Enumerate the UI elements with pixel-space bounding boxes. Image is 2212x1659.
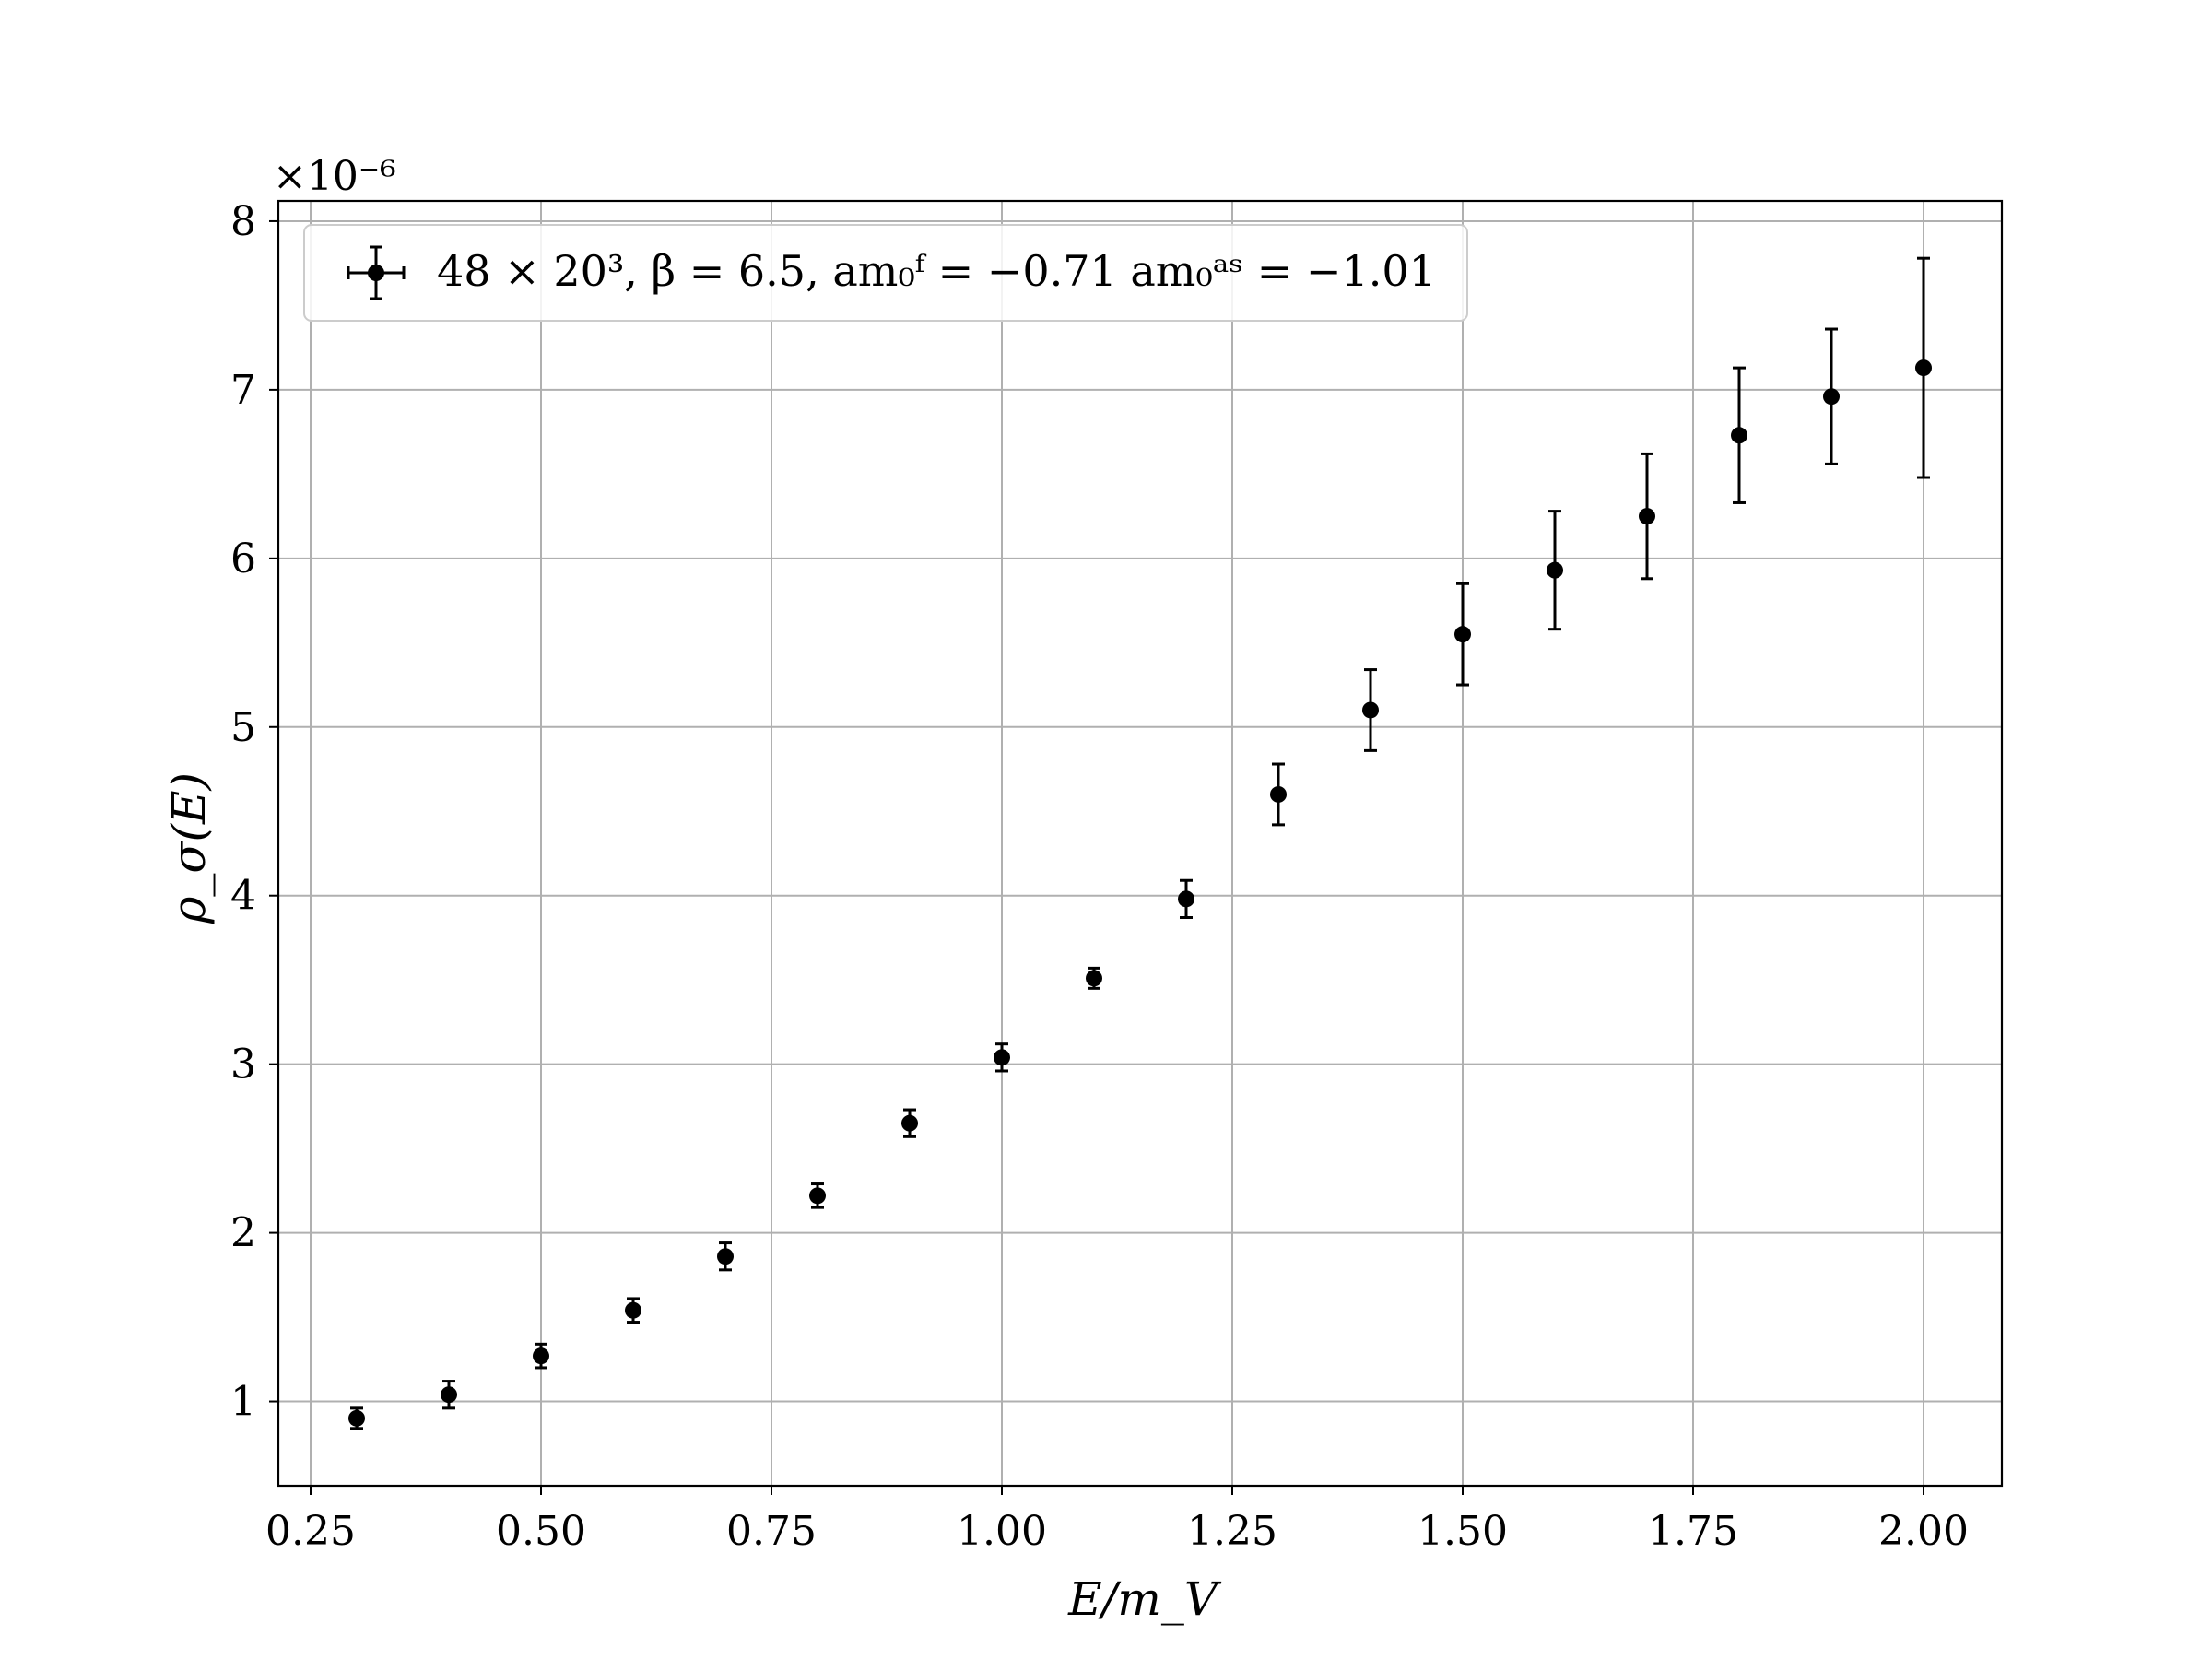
data-point — [1823, 327, 1840, 465]
point-marker — [1547, 561, 1563, 579]
point-marker — [1362, 701, 1379, 719]
point-marker — [1639, 508, 1655, 525]
point-marker — [809, 1187, 826, 1205]
point-marker — [901, 1114, 918, 1132]
data-point — [1915, 256, 1932, 479]
legend: 48 × 20³, β = 6.5, am₀ᶠ = −0.71 am₀ᵃˢ = … — [303, 224, 1468, 322]
y-tick-label: 3 — [230, 1041, 256, 1088]
y-tick-label: 7 — [230, 367, 256, 414]
y-tick-label: 8 — [230, 198, 256, 245]
axis-ticks: 0.25 0.50 0.75 1.00 1.25 1.50 1.75 2.00 1 2 3 4 5 6 7 8 — [230, 198, 1969, 1555]
x-tick-label: 1.75 — [1648, 1508, 1738, 1555]
x-tick-label: 0.25 — [265, 1508, 356, 1555]
point-marker — [1915, 359, 1932, 377]
y-axis-label: ρ_σ(E) — [162, 772, 216, 924]
plot-frame — [276, 199, 2004, 1488]
point-marker — [441, 1386, 457, 1404]
y-offset-label: ×10⁻⁶ — [273, 153, 396, 200]
x-tick-label: 0.75 — [726, 1508, 817, 1555]
x-tick-label: 1.50 — [1418, 1508, 1508, 1555]
data-point — [441, 1380, 457, 1410]
data-point — [1547, 510, 1563, 631]
data-point — [1362, 668, 1379, 752]
legend-entry-label: 48 × 20³, β = 6.5, am₀ᶠ = −0.71 am₀ᵃˢ = … — [437, 246, 1436, 296]
legend-marker-dot — [368, 265, 384, 281]
point-marker — [1823, 388, 1840, 406]
data-point — [809, 1182, 826, 1209]
x-tick-label: 0.50 — [496, 1508, 586, 1555]
y-tick-label: 2 — [230, 1210, 256, 1257]
data-point — [1731, 366, 1747, 504]
x-tick-label: 2.00 — [1878, 1508, 1969, 1555]
legend-box — [303, 224, 1468, 322]
y-tick-label: 5 — [230, 704, 256, 751]
data-point — [1639, 452, 1655, 581]
data-point — [1270, 762, 1287, 827]
data-point — [1178, 878, 1194, 919]
y-tick-label: 6 — [230, 535, 256, 582]
y-tick-label: 4 — [230, 873, 256, 920]
point-marker — [717, 1248, 734, 1265]
data-point — [717, 1241, 734, 1272]
point-marker — [1178, 890, 1194, 908]
x-tick-label: 1.00 — [957, 1508, 1047, 1555]
y-tick-label: 1 — [230, 1379, 256, 1426]
x-tick-label: 1.25 — [1187, 1508, 1277, 1555]
point-marker — [348, 1409, 365, 1427]
point-marker — [1270, 785, 1287, 803]
data-point — [1086, 966, 1102, 990]
data-point — [1454, 582, 1471, 687]
data-point — [348, 1406, 365, 1430]
data-point — [901, 1108, 918, 1138]
point-marker — [1454, 626, 1471, 643]
x-axis-label: E/m_V — [1067, 1572, 1222, 1626]
data-points — [348, 256, 1932, 1430]
data-point — [994, 1042, 1010, 1073]
point-marker — [625, 1301, 641, 1319]
data-point — [533, 1342, 549, 1370]
data-point — [625, 1297, 641, 1324]
point-marker — [1731, 427, 1747, 444]
point-marker — [1086, 970, 1102, 987]
legend-marker — [347, 245, 406, 300]
point-marker — [533, 1347, 549, 1365]
point-marker — [994, 1049, 1010, 1066]
